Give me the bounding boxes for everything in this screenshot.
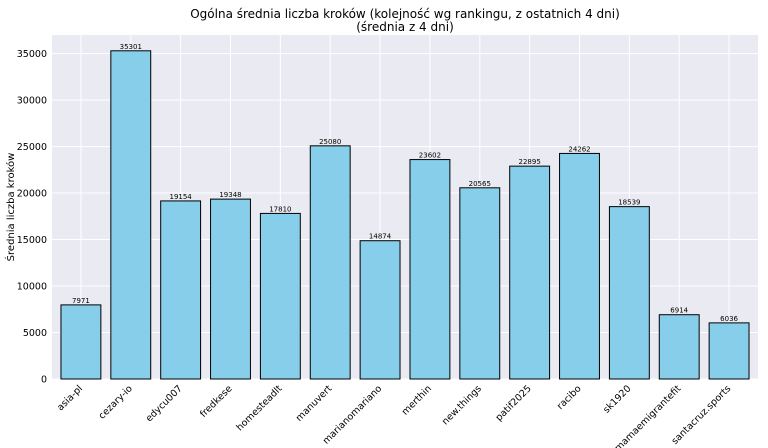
x-tick-label: cezary-io (97, 383, 135, 421)
y-tick-label: 25000 (17, 142, 47, 153)
x-tick-label: sk1920 (601, 383, 633, 415)
bar-marianomariano (359, 240, 401, 380)
x-tick-label: edycu007 (144, 383, 185, 424)
value-labels: 7971 35301 19154 19348 17810 25080 14874 23602 2… (72, 43, 739, 323)
x-tick-label: new.things (440, 383, 484, 427)
y-tick-label: 5000 (23, 328, 47, 339)
bar-santacruz.sports (708, 322, 750, 380)
y-axis-ticks: 0 5000 10000 15000 20000 25000 30000 35000 (17, 49, 47, 385)
y-tick-label: 20000 (17, 189, 47, 200)
y-tick-label: 35000 (17, 49, 47, 60)
x-tick-label: asia-pl (55, 383, 85, 413)
bar-value-label: 6914 (670, 307, 688, 315)
bar-value-label: 35301 (120, 43, 142, 51)
bar-value-label: 19348 (219, 191, 241, 199)
bar-value-label: 22895 (519, 158, 541, 166)
chart-title: Ogólna średnia liczba kroków (kolejność … (190, 7, 620, 21)
plot-area (52, 35, 758, 379)
x-axis-ticks: asia-pl cezary-io edycu007 fredkese homestea… (55, 383, 733, 448)
bar-new.things (459, 187, 501, 380)
bar-homesteadlt (259, 212, 301, 380)
y-tick-label: 30000 (17, 96, 47, 107)
bar-value-label: 18539 (618, 199, 640, 207)
bar-value-label: 6036 (720, 315, 738, 323)
x-tick-label: merthin (400, 383, 434, 417)
y-tick-label: 10000 (17, 282, 47, 293)
bar-value-label: 19154 (169, 193, 192, 201)
bar-value-label: 7971 (72, 297, 90, 305)
chart-subtitle: (średnia z 4 dni) (356, 20, 454, 34)
x-tick-label: manuvert (294, 383, 335, 424)
bar-manuvert (309, 145, 351, 380)
x-tick-label: fredkese (198, 383, 235, 420)
y-axis-label: Średnia liczba kroków (4, 153, 17, 262)
bar-racibo (559, 152, 600, 380)
x-tick-label: racibo (555, 383, 584, 412)
bar-fredkese (210, 198, 251, 380)
bar-value-label: 20565 (469, 180, 491, 188)
bar-cezary-io (110, 50, 152, 380)
bar-asia-pl (60, 304, 102, 380)
y-tick-label: 15000 (17, 235, 47, 246)
bars (60, 50, 750, 380)
bar-value-label: 14874 (369, 233, 392, 241)
x-tick-label: patif2025 (494, 383, 534, 423)
bar-value-label: 25080 (319, 138, 341, 146)
bar-mamaemigrantefit (658, 314, 700, 380)
bar-edycu007 (160, 200, 202, 380)
y-tick-label: 0 (41, 375, 47, 386)
bar-sk1920 (608, 206, 650, 380)
bar-value-label: 23602 (419, 152, 441, 160)
bar-merthin (409, 159, 451, 380)
bar-value-label: 17810 (269, 205, 291, 213)
bar-patif2025 (509, 165, 551, 380)
x-tick-label: homesteadlt (235, 383, 285, 433)
bar-value-label: 24262 (568, 145, 590, 153)
